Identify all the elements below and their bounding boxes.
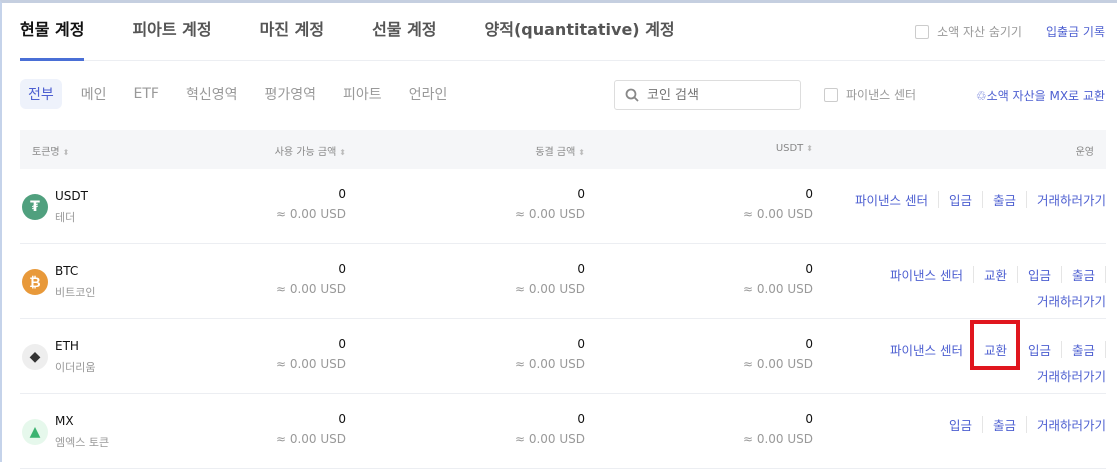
frozen-amount: 0 ≈ 0.00 USD (514, 412, 585, 446)
deposit-withdraw-history-link[interactable]: 입출금 기록 (1045, 25, 1105, 39)
table-header: 토큰명 ⬍ 사용 가능 금액 ⬍ 동결 금액 ⬍ USDT ⬍ 운영 (20, 130, 1106, 169)
available-amount: 0 ≈ 0.00 USD (275, 337, 346, 371)
eth-coin-icon: ◆ (22, 344, 48, 370)
coin-name: 비트코인 (55, 286, 96, 299)
table-row: ₮ USDT 테더 0 ≈ 0.00 USD 0 ≈ 0.00 USD 0 ≈ 0.00 U… (20, 169, 1106, 244)
divider (1105, 266, 1106, 283)
col-available[interactable]: 사용 가능 금액 ⬍ (274, 147, 346, 158)
available-amount: 0 ≈ 0.00 USD (275, 412, 346, 446)
action-link[interactable]: 거래하러가기 (1036, 193, 1106, 208)
col-frozen[interactable]: 동결 금액 ⬍ (535, 147, 585, 158)
btc-coin-icon: ₿ (22, 269, 48, 295)
finance-center-label: 파이낸스 센터 (846, 88, 917, 102)
col-usdt[interactable]: USDT ⬍ (775, 143, 813, 154)
hide-small-label[interactable]: 소액 자산 숨기기 (937, 25, 1022, 39)
mx-coin-icon: ▲ (22, 419, 48, 445)
finance-center-checkbox[interactable] (824, 87, 838, 102)
action-link[interactable]: 출금 (992, 418, 1016, 433)
tab-0[interactable]: 현물 계정 (20, 3, 85, 61)
action-link[interactable]: 거래하러가기 (1036, 294, 1106, 309)
header-tools: 소액 자산 숨기기 입출금 기록 (915, 23, 1105, 40)
search-input[interactable] (647, 87, 787, 103)
action-link[interactable]: 입금 (1027, 343, 1051, 358)
usdt-amount: 0 ≈ 0.00 USD (742, 337, 813, 371)
sort-icon: ⬍ (806, 144, 813, 153)
row-actions: 파이낸스 센터 입금 출금 거래하러가기 (814, 188, 1106, 211)
divider (1060, 341, 1062, 358)
table-row: ▲ MX 엠엑스 토큰 0 ≈ 0.00 USD 0 ≈ 0.00 USD 0 ≈ 0.00… (20, 394, 1106, 469)
action-link[interactable]: 출금 (1071, 343, 1095, 358)
sort-icon: ⬍ (578, 148, 585, 157)
convert-icon: ♲ (975, 89, 987, 103)
finance-center-filter[interactable]: 파이낸스 센터 (824, 86, 916, 103)
divider (1105, 341, 1106, 358)
col-token[interactable]: 토큰명 ⬍ (32, 147, 70, 158)
category-filters: 전부 메인 ETF 혁신영역 평가영역 피아트 언라인 (20, 79, 466, 109)
divider (1025, 416, 1027, 433)
divider (1060, 266, 1062, 283)
filter-chip[interactable]: 혁신영역 (185, 87, 238, 103)
usdt-amount: 0 ≈ 0.00 USD (742, 187, 813, 221)
usdt-coin-icon: ₮ (22, 194, 48, 220)
filter-chip[interactable]: ETF (133, 86, 159, 102)
table-row: ₿ BTC 비트코인 0 ≈ 0.00 USD 0 ≈ 0.00 USD 0 ≈ 0.00 … (20, 244, 1106, 319)
coin-name: 테더 (55, 211, 76, 224)
available-amount: 0 ≈ 0.00 USD (275, 262, 346, 296)
action-link[interactable]: 입금 (948, 193, 972, 208)
coin-name: 엠엑스 토큰 (55, 436, 110, 449)
action-link[interactable]: 거래하러가기 (1036, 369, 1106, 384)
search-icon (625, 88, 639, 102)
sort-icon: ⬍ (339, 148, 346, 157)
col-operations: 운영 (1075, 147, 1094, 158)
coin-symbol: ETH (55, 339, 79, 353)
frozen-amount: 0 ≈ 0.00 USD (514, 262, 585, 296)
action-link[interactable]: 교환 (983, 343, 1007, 358)
usdt-amount: 0 ≈ 0.00 USD (742, 262, 813, 296)
coin-name: 이더리움 (55, 361, 96, 374)
divider (937, 191, 939, 208)
action-link[interactable]: 출금 (992, 193, 1016, 208)
tab-3[interactable]: 선물 계정 (372, 19, 437, 39)
action-link[interactable]: 파이낸스 센터 (889, 268, 963, 283)
convert-label: 소액 자산을 MX로 교환 (986, 89, 1105, 103)
divider (972, 266, 974, 283)
divider (1025, 191, 1027, 208)
row-actions: 입금 출금 거래하러가기 (814, 413, 1106, 436)
table-row: ◆ ETH 이더리움 0 ≈ 0.00 USD 0 ≈ 0.00 USD 0 ≈ 0.00 … (20, 319, 1106, 394)
highlight-box (970, 320, 1020, 370)
frozen-amount: 0 ≈ 0.00 USD (514, 337, 585, 371)
divider (1016, 266, 1018, 283)
filter-chip[interactable]: 언라인 (408, 87, 448, 103)
usdt-amount: 0 ≈ 0.00 USD (742, 412, 813, 446)
action-link[interactable]: 출금 (1071, 268, 1095, 283)
filter-chip[interactable]: 평가영역 (264, 87, 317, 103)
coin-symbol: USDT (55, 189, 88, 203)
action-link[interactable]: 입금 (948, 418, 972, 433)
action-link[interactable]: 입금 (1027, 268, 1051, 283)
tab-1[interactable]: 피아트 계정 (132, 19, 212, 39)
sort-icon: ⬍ (62, 148, 70, 157)
filter-chip[interactable]: 전부 (20, 79, 62, 109)
account-tabs: 현물 계정 피아트 계정 마진 계정 선물 계정 양적(quantitative) 계정 (20, 3, 1105, 61)
tab-4[interactable]: 양적(quantitative) 계정 (484, 19, 675, 39)
coin-symbol: BTC (55, 264, 79, 278)
divider (981, 416, 983, 433)
coin-search[interactable] (614, 80, 801, 110)
action-link[interactable]: 교환 (983, 268, 1007, 283)
action-link[interactable]: 거래하러가기 (1036, 418, 1106, 433)
action-link[interactable]: 파이낸스 센터 (889, 343, 963, 358)
divider (981, 191, 983, 208)
convert-to-mx-link[interactable]: ♲소액 자산을 MX로 교환 (976, 87, 1105, 104)
filter-chip[interactable]: 피아트 (343, 87, 382, 103)
available-amount: 0 ≈ 0.00 USD (275, 187, 346, 221)
action-link[interactable]: 파이낸스 센터 (854, 193, 928, 208)
coin-symbol: MX (55, 414, 74, 428)
frozen-amount: 0 ≈ 0.00 USD (514, 187, 585, 221)
hide-small-checkbox[interactable] (915, 24, 930, 39)
filter-chip[interactable]: 메인 (80, 87, 107, 103)
tab-2[interactable]: 마진 계정 (259, 19, 325, 39)
